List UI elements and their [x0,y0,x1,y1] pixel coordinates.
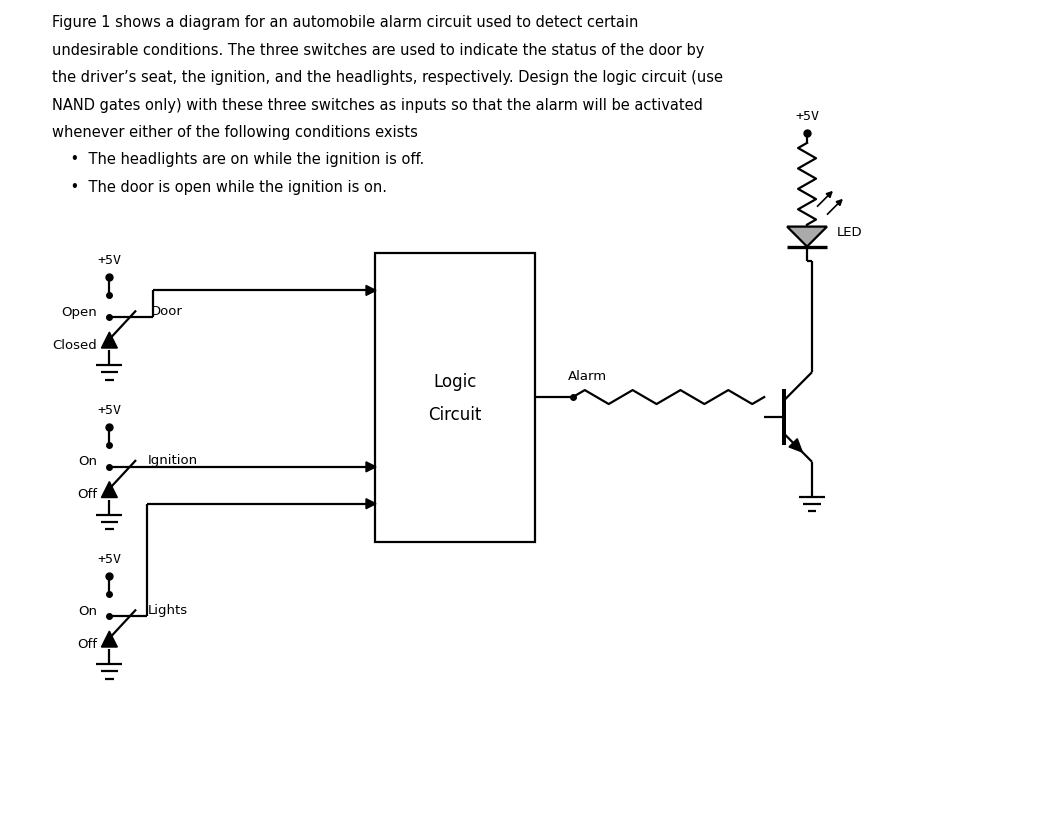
Polygon shape [366,285,376,295]
Text: whenever either of the following conditions exists: whenever either of the following conditi… [51,125,418,140]
Polygon shape [787,226,827,246]
Polygon shape [101,631,118,647]
Text: Off: Off [77,488,97,501]
Polygon shape [826,191,832,197]
Text: •  The door is open while the ignition is on.: • The door is open while the ignition is… [51,180,387,195]
Text: Lights: Lights [147,604,188,617]
Polygon shape [366,498,376,508]
Text: Closed: Closed [53,339,97,352]
Text: +5V: +5V [795,110,819,123]
Text: NAND gates only) with these three switches as inputs so that the alarm will be a: NAND gates only) with these three switch… [51,97,702,112]
Text: Off: Off [77,638,97,651]
Text: Door: Door [151,305,183,318]
Text: Ignition: Ignition [147,454,197,468]
Polygon shape [366,462,376,472]
Text: •  The headlights are on while the ignition is off.: • The headlights are on while the igniti… [51,152,424,167]
Text: On: On [78,605,97,618]
Text: Alarm: Alarm [568,370,607,383]
Text: +5V: +5V [97,255,121,268]
Text: Logic: Logic [433,373,477,391]
Text: the driver’s seat, the ignition, and the headlights, respectively. Design the lo: the driver’s seat, the ignition, and the… [51,70,722,85]
Text: +5V: +5V [97,553,121,567]
Text: Circuit: Circuit [428,406,481,424]
Polygon shape [101,482,118,498]
Text: +5V: +5V [97,404,121,417]
Text: On: On [78,455,97,468]
Polygon shape [836,200,842,206]
Polygon shape [101,332,118,348]
Text: undesirable conditions. The three switches are used to indicate the status of th: undesirable conditions. The three switch… [51,42,704,57]
Text: LED: LED [837,226,863,239]
Polygon shape [789,438,802,452]
Text: Figure 1 shows a diagram for an automobile alarm circuit used to detect certain: Figure 1 shows a diagram for an automobi… [51,15,638,30]
Text: Open: Open [61,306,97,319]
Bar [375,253,535,542]
